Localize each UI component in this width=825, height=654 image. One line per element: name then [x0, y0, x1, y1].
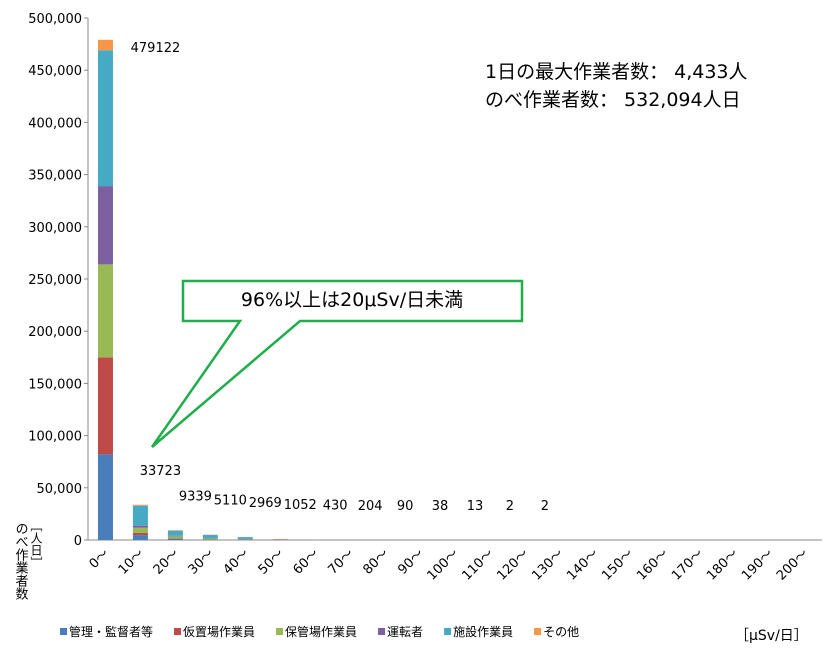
bar-segment — [133, 505, 148, 506]
bar-segment — [133, 533, 148, 535]
bar-segment — [168, 538, 183, 539]
y-tick-label: 100,000 — [28, 430, 82, 445]
x-tick-label: 20～ — [151, 546, 182, 577]
x-tick-label: 30～ — [186, 546, 217, 577]
x-axis-unit: ［μSv/日］ — [735, 628, 808, 644]
bar-segment — [203, 538, 218, 539]
total-label: 430 — [323, 499, 348, 514]
x-tick-label: 140～ — [564, 546, 601, 583]
y-tick-label: 150,000 — [28, 377, 82, 392]
bar-segment — [98, 264, 113, 357]
legend-swatch — [444, 628, 451, 635]
y-tick-label: 0 — [74, 534, 82, 549]
total-label: 90 — [397, 499, 414, 514]
y-tick-label: 300,000 — [28, 221, 82, 236]
x-tick-label: 110～ — [459, 546, 496, 583]
total-label: 2969 — [249, 496, 282, 511]
annotation: のべ作業者数： 532,094人日 — [485, 89, 741, 111]
total-label: 33723 — [140, 464, 181, 479]
legend-label: その他 — [543, 625, 579, 639]
x-tick-label: 130～ — [529, 546, 566, 583]
legend-label: 運転者 — [387, 625, 423, 639]
bar-segment — [168, 539, 183, 540]
legend-swatch — [276, 628, 283, 635]
x-tick-label: 120～ — [494, 546, 531, 583]
y-tick-label: 500,000 — [28, 12, 82, 27]
y-axis-label: のべ作業者数 — [13, 522, 29, 600]
y-tick-label: 450,000 — [28, 64, 82, 79]
bar-segment — [168, 531, 183, 536]
bar-segment — [238, 537, 253, 539]
y-tick-label: 350,000 — [28, 169, 82, 184]
bar-segment — [98, 454, 113, 540]
x-tick-label: 70～ — [325, 546, 356, 577]
bar-segment — [133, 506, 148, 526]
bar-segment — [168, 536, 183, 538]
total-label: 13 — [467, 499, 484, 514]
legend-swatch — [60, 628, 67, 635]
callout-text: 96%以上は20μSv/日未満 — [241, 289, 463, 311]
legend-label: 仮置場作業員 — [183, 625, 255, 639]
total-label: 2 — [506, 499, 514, 514]
bar-segment — [168, 536, 183, 537]
x-tick-label: 150～ — [599, 546, 636, 583]
total-label: 9339 — [179, 489, 212, 504]
bar-segment — [98, 50, 113, 186]
legend-label: 施設作業員 — [453, 624, 513, 639]
x-tick-label: 60～ — [291, 546, 322, 577]
total-label: 1052 — [284, 498, 317, 513]
x-tick-label: 170～ — [669, 546, 706, 583]
y-tick-label: 250,000 — [28, 273, 82, 288]
x-tick-label: 100～ — [424, 546, 461, 583]
legend-swatch — [378, 628, 385, 635]
bar-segment — [203, 539, 218, 540]
x-tick-label: 40～ — [221, 546, 252, 577]
total-label: 2 — [541, 499, 549, 514]
y-tick-label: 200,000 — [28, 325, 82, 340]
legend-swatch — [174, 628, 181, 635]
y-axis-unit: ［人日］ — [29, 520, 43, 568]
x-tick-label: 180～ — [704, 546, 741, 583]
x-tick-label: 0～ — [87, 546, 113, 572]
bar-segment — [133, 528, 148, 533]
x-tick-label: 80～ — [360, 546, 391, 577]
bar-segment — [133, 535, 148, 540]
legend-swatch — [534, 628, 541, 635]
bar-segment — [98, 40, 113, 50]
x-tick-label: 190～ — [739, 546, 776, 583]
x-tick-label: 90～ — [395, 546, 426, 577]
y-tick-label: 50,000 — [37, 482, 83, 497]
y-tick-label: 400,000 — [28, 116, 82, 131]
x-tick-label: 160～ — [634, 546, 671, 583]
legend-label: 管理・監督者等 — [69, 624, 153, 639]
total-label: 38 — [432, 499, 449, 514]
bar-segment — [98, 186, 113, 264]
legend-label: 保管場作業員 — [285, 624, 357, 639]
x-tick-label: 50～ — [256, 546, 287, 577]
bar-segment — [133, 526, 148, 528]
total-label: 479122 — [131, 41, 181, 56]
total-label: 5110 — [214, 494, 247, 509]
total-label: 204 — [358, 499, 383, 514]
bar-segment — [203, 535, 218, 538]
x-tick-label: 10～ — [116, 546, 147, 577]
bar-segment — [98, 357, 113, 454]
annotation: 1日の最大作業者数： 4,433人 — [485, 61, 748, 83]
x-tick-label: 200～ — [774, 546, 811, 583]
